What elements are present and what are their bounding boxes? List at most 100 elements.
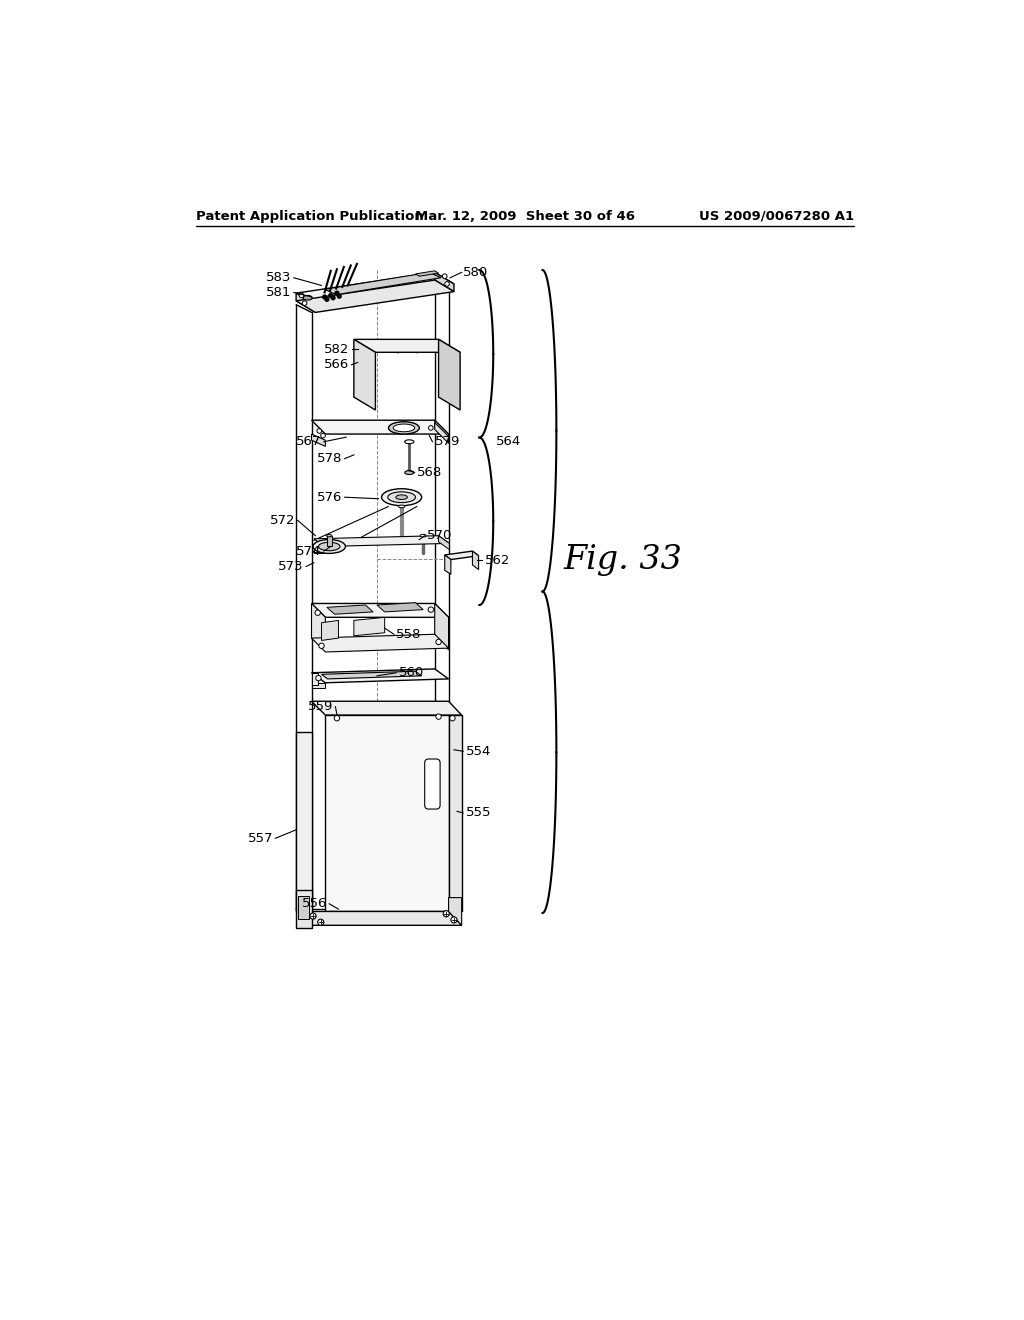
Polygon shape [327,605,373,614]
Polygon shape [435,272,454,292]
Text: 562: 562 [484,554,510,566]
Circle shape [436,714,441,719]
Circle shape [335,292,339,296]
Polygon shape [296,911,462,925]
Polygon shape [313,536,450,546]
Polygon shape [322,620,339,640]
Circle shape [436,639,441,644]
Circle shape [428,607,433,612]
Ellipse shape [404,471,414,474]
Text: 570: 570 [427,529,453,543]
Text: 554: 554 [466,744,490,758]
Polygon shape [311,635,449,652]
Polygon shape [311,603,449,618]
Polygon shape [311,701,462,715]
Polygon shape [311,673,317,685]
Circle shape [443,911,450,917]
Text: 572: 572 [270,513,295,527]
Polygon shape [311,434,326,446]
Circle shape [442,275,447,279]
Polygon shape [325,272,441,294]
Polygon shape [377,603,423,612]
Text: 566: 566 [324,358,349,371]
Circle shape [429,425,433,430]
Text: US 2009/0067280 A1: US 2009/0067280 A1 [699,210,854,223]
Ellipse shape [313,540,345,553]
Circle shape [337,294,341,298]
Text: 582: 582 [324,343,349,356]
Polygon shape [296,733,311,911]
Circle shape [317,919,324,925]
Ellipse shape [404,440,414,444]
Polygon shape [444,554,451,574]
Circle shape [334,715,340,721]
Polygon shape [311,669,449,682]
Text: 564: 564 [497,436,521,449]
Polygon shape [327,536,332,546]
Polygon shape [296,293,315,313]
Polygon shape [449,898,462,925]
Polygon shape [438,339,460,411]
Circle shape [323,296,327,298]
FancyBboxPatch shape [425,759,440,809]
Circle shape [444,281,450,286]
Text: 573: 573 [279,560,304,573]
Circle shape [451,917,457,923]
Ellipse shape [420,535,426,537]
Circle shape [450,715,455,721]
Polygon shape [444,552,478,560]
Text: Mar. 12, 2009  Sheet 30 of 46: Mar. 12, 2009 Sheet 30 of 46 [415,210,635,223]
Polygon shape [416,271,438,276]
Polygon shape [354,339,376,411]
Polygon shape [311,682,326,688]
Ellipse shape [327,535,332,537]
Circle shape [315,676,322,681]
Circle shape [318,643,325,648]
Circle shape [299,293,304,298]
Polygon shape [311,603,326,649]
Polygon shape [435,420,449,441]
Polygon shape [354,618,385,636]
Polygon shape [296,272,454,305]
Polygon shape [322,671,422,678]
Circle shape [329,293,333,297]
Text: 556: 556 [301,898,327,911]
Circle shape [315,610,321,615]
Text: 581: 581 [266,286,292,298]
Ellipse shape [303,296,312,300]
Text: 558: 558 [396,628,422,640]
Polygon shape [438,536,450,549]
Polygon shape [354,339,460,352]
Text: 567: 567 [296,436,322,449]
Ellipse shape [388,422,419,434]
Ellipse shape [398,506,404,508]
Text: 583: 583 [266,271,292,284]
Polygon shape [435,603,449,649]
Text: Fig. 33: Fig. 33 [563,544,682,577]
Text: 580: 580 [463,265,488,279]
Polygon shape [472,552,478,570]
Text: 576: 576 [317,491,342,504]
Text: 559: 559 [307,700,333,713]
Polygon shape [298,896,309,919]
Polygon shape [311,420,449,434]
Ellipse shape [396,495,408,499]
Text: 579: 579 [435,436,460,449]
Text: 560: 560 [398,667,424,680]
Circle shape [302,301,307,305]
Circle shape [310,913,316,919]
Polygon shape [296,280,454,313]
Ellipse shape [318,543,340,550]
Circle shape [325,297,329,301]
Text: 555: 555 [466,807,492,820]
Circle shape [321,433,326,438]
Polygon shape [296,890,311,928]
Ellipse shape [382,488,422,506]
Circle shape [331,296,335,300]
Circle shape [316,429,322,433]
Ellipse shape [393,424,415,432]
Polygon shape [435,422,449,444]
Text: 557: 557 [248,832,273,845]
Text: Patent Application Publication: Patent Application Publication [196,210,424,223]
Polygon shape [313,546,325,553]
